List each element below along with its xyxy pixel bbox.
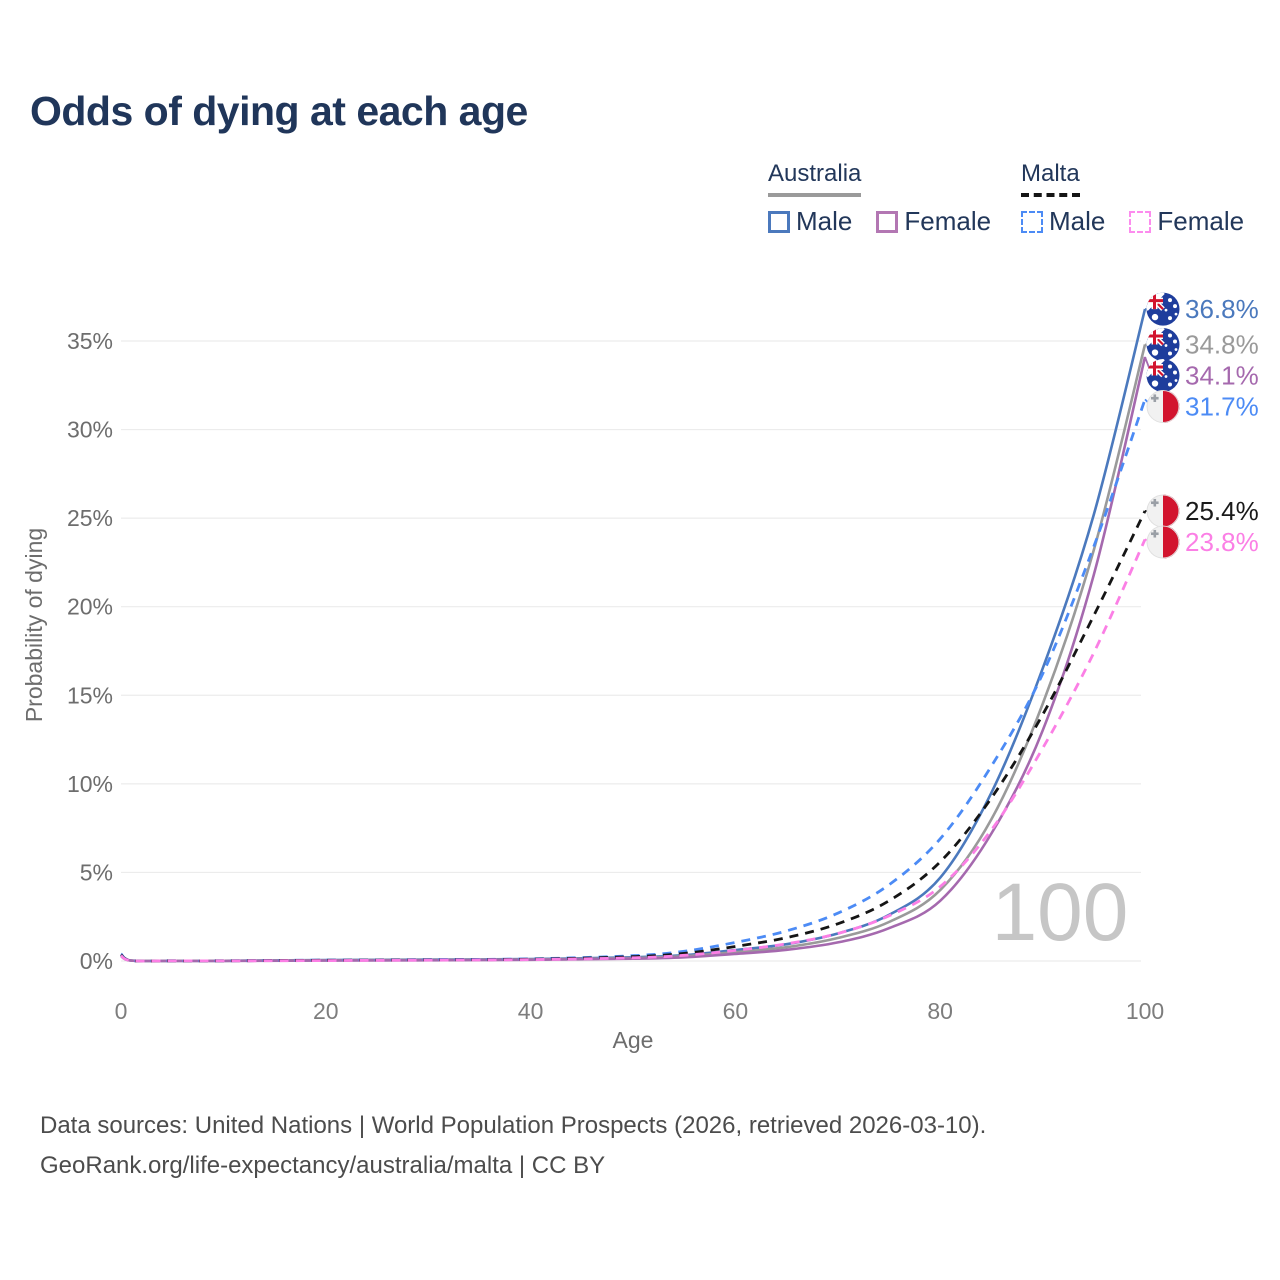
series-line-malta-female bbox=[120, 538, 1147, 963]
x-tick-label-0: 0 bbox=[115, 998, 128, 1024]
flag-icon-australia-australia-both bbox=[1146, 328, 1180, 362]
legend-label-australia-male: Male bbox=[796, 206, 853, 236]
y-tick-label-15: 15% bbox=[67, 682, 113, 708]
x-tick-label-80: 80 bbox=[927, 998, 953, 1024]
legend-item-malta-male[interactable]: Male bbox=[1021, 206, 1105, 237]
y-tick-label-30: 30% bbox=[67, 417, 113, 443]
flag-icon-malta-malta-male bbox=[1146, 390, 1180, 424]
legend-country-malta: Malta bbox=[1021, 160, 1080, 197]
legend-country-australia-label: Australia bbox=[768, 160, 862, 187]
flag-icon-australia-australia-male bbox=[1146, 292, 1180, 326]
x-tick-label-100: 100 bbox=[1126, 998, 1164, 1024]
end-label-value-australia-both: 34.8% bbox=[1185, 330, 1259, 360]
page-title: Odds of dying at each age bbox=[30, 88, 528, 134]
x-tick-label-20: 20 bbox=[313, 998, 339, 1024]
x-axis-title: Age bbox=[613, 1027, 654, 1053]
y-tick-label-5: 5% bbox=[80, 859, 113, 885]
age-watermark: 100 bbox=[992, 867, 1129, 958]
legend-group-australia: Australia Male Female bbox=[768, 160, 991, 237]
end-label-value-malta-both: 25.4% bbox=[1185, 496, 1259, 526]
legend-swatch-australia-female[interactable] bbox=[876, 210, 899, 233]
y-tick-label-0: 0% bbox=[80, 948, 113, 974]
footer-attribution: GeoRank.org/life-expectancy/australia/ma… bbox=[40, 1152, 606, 1179]
flag-icon-malta-malta-female bbox=[1146, 525, 1180, 559]
end-label-value-australia-male: 36.8% bbox=[1185, 294, 1259, 324]
footer-data-sources: Data sources: United Nations | World Pop… bbox=[40, 1112, 987, 1139]
flag-icon-malta-malta-both bbox=[1146, 494, 1180, 528]
legend-label-malta-female: Female bbox=[1157, 206, 1245, 236]
legend-item-australia-male[interactable]: Male bbox=[768, 206, 852, 237]
legend-country-australia: Australia bbox=[768, 160, 862, 197]
legend-country-malta-label: Malta bbox=[1021, 160, 1080, 187]
flag-icon-australia-australia-female bbox=[1146, 359, 1180, 393]
legend-label-malta-male: Male bbox=[1049, 206, 1106, 236]
end-label-value-malta-female: 23.8% bbox=[1185, 527, 1259, 557]
legend-item-australia-female[interactable]: Female bbox=[876, 206, 991, 237]
x-tick-label-40: 40 bbox=[518, 998, 544, 1024]
legend-group-malta: Malta Male Female bbox=[1021, 160, 1244, 237]
legend-swatch-malta-male[interactable] bbox=[1021, 210, 1043, 233]
legend-label-australia-female: Female bbox=[904, 206, 992, 236]
y-axis-title: Probability of dying bbox=[21, 528, 47, 722]
legend-swatch-malta-female[interactable] bbox=[1129, 210, 1152, 233]
y-tick-label-10: 10% bbox=[67, 771, 113, 797]
y-tick-label-35: 35% bbox=[67, 328, 113, 354]
y-tick-label-20: 20% bbox=[67, 594, 113, 620]
x-tick-label-60: 60 bbox=[723, 998, 749, 1024]
footer: Data sources: United Nations | World Pop… bbox=[40, 1106, 986, 1186]
legend-swatch-australia-male[interactable] bbox=[768, 210, 790, 233]
end-label-value-malta-male: 31.7% bbox=[1185, 392, 1259, 422]
end-label-value-australia-female: 34.1% bbox=[1185, 361, 1259, 391]
series-line-australia-male bbox=[120, 308, 1147, 963]
legend-item-malta-female[interactable]: Female bbox=[1129, 206, 1244, 237]
y-tick-label-25: 25% bbox=[67, 505, 113, 531]
